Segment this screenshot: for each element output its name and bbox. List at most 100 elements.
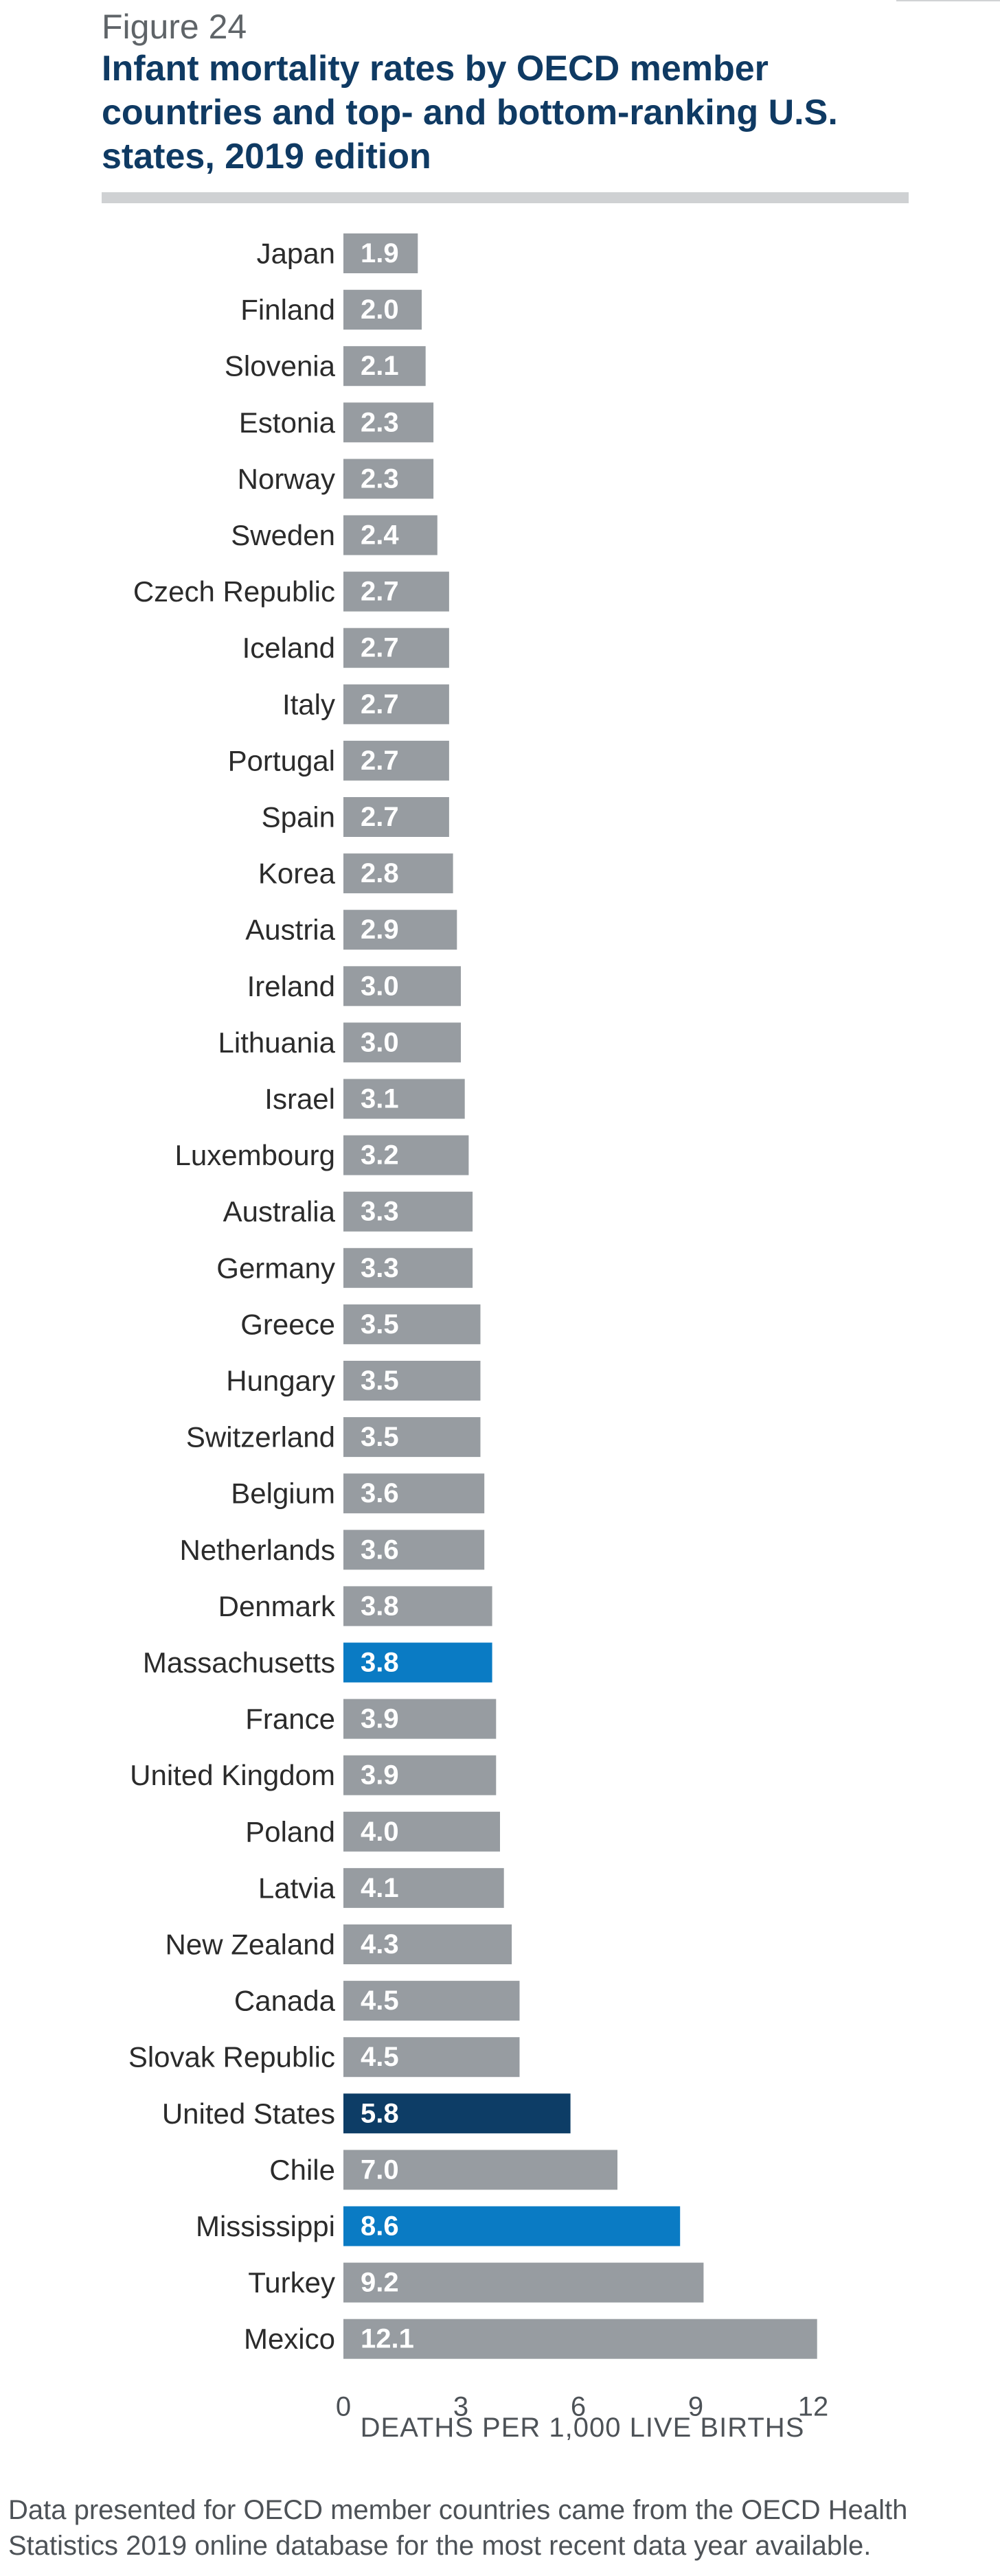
value-label-new-zealand: 4.3: [361, 1929, 399, 1959]
category-label-denmark: Denmark: [218, 1590, 336, 1622]
x-tick-0: 0: [336, 2392, 351, 2422]
bar-australia: [343, 1191, 473, 1232]
value-label-turkey: 9.2: [361, 2268, 399, 2298]
value-label-france: 3.9: [361, 1704, 399, 1734]
bar-denmark: [343, 1586, 492, 1626]
value-label-slovenia: 2.1: [361, 351, 399, 381]
figure-label: Figure 24: [102, 8, 247, 46]
category-label-korea: Korea: [258, 858, 336, 890]
value-label-mexico: 12.1: [361, 2324, 414, 2354]
category-label-france: France: [245, 1703, 335, 1735]
value-label-latvia: 4.1: [361, 1873, 399, 1903]
category-label-mexico: Mexico: [244, 2323, 335, 2355]
title-divider: [102, 192, 909, 203]
bar-massachusetts: [343, 1642, 492, 1683]
x-axis-ticks-layer: 0 3 6 9 12: [336, 2392, 828, 2422]
chart-title: Infant mortality rates by OECD member co…: [102, 49, 838, 176]
bar-poland: [343, 1811, 500, 1852]
value-label-greece: 3.5: [361, 1309, 399, 1339]
bar-chart: Japan Finland Slovenia Estonia Norway Sweden C…: [128, 233, 828, 2443]
value-labels-layer: 1.9 2.0 2.1 2.3 2.3 2.4 2.7 2.7 2.7 2.7 2.7 2.8 2.9 3…: [361, 238, 414, 2354]
bar-lithuania: [343, 1022, 461, 1063]
category-label-hungary: Hungary: [226, 1365, 335, 1397]
bar-belgium: [343, 1473, 485, 1514]
value-label-netherlands: 3.6: [361, 1534, 399, 1565]
value-label-korea: 2.8: [361, 858, 399, 888]
value-label-switzerland: 3.5: [361, 1422, 399, 1452]
category-label-japan: Japan: [257, 238, 335, 270]
value-label-hungary: 3.5: [361, 1366, 399, 1396]
category-labels-layer: Japan Finland Slovenia Estonia Norway Sweden C…: [128, 238, 336, 2356]
value-label-italy: 2.7: [361, 689, 399, 720]
bar-israel: [343, 1079, 465, 1119]
bar-japan: [343, 233, 418, 273]
bar-mexico: [343, 2319, 817, 2359]
value-label-mississippi: 8.6: [361, 2211, 399, 2242]
value-label-luxembourg: 3.2: [361, 1140, 399, 1171]
bar-united-states: [343, 2093, 571, 2134]
category-label-united-kingdom: United Kingdom: [130, 1759, 335, 1791]
x-tick-9: 9: [688, 2392, 703, 2422]
bar-canada: [343, 1981, 520, 2021]
value-label-ireland: 3.0: [361, 971, 399, 1001]
bar-finland: [343, 290, 422, 330]
bar-greece: [343, 1304, 481, 1344]
category-label-slovak-republic: Slovak Republic: [128, 2041, 335, 2073]
bar-germany: [343, 1247, 473, 1288]
category-label-greece: Greece: [240, 1308, 335, 1340]
value-label-united-states: 5.8: [361, 2098, 399, 2128]
category-label-slovenia: Slovenia: [225, 350, 336, 382]
bar-austria: [343, 910, 457, 950]
x-tick-12: 12: [798, 2392, 829, 2422]
bar-slovenia: [343, 346, 426, 387]
value-label-estonia: 2.3: [361, 407, 399, 437]
value-label-israel: 3.1: [361, 1084, 399, 1114]
category-label-germany: Germany: [216, 1252, 335, 1284]
bar-iceland: [343, 628, 449, 668]
bar-mississippi: [343, 2206, 681, 2246]
value-label-norway: 2.3: [361, 463, 399, 494]
bar-norway: [343, 459, 434, 499]
category-label-turkey: Turkey: [248, 2266, 335, 2299]
value-label-austria: 2.9: [361, 915, 399, 945]
value-label-belgium: 3.6: [361, 1478, 399, 1508]
category-label-finland: Finland: [240, 294, 335, 326]
bar-hungary: [343, 1361, 481, 1401]
category-label-estonia: Estonia: [239, 406, 336, 439]
category-label-norway: Norway: [238, 463, 335, 495]
bar-latvia: [343, 1867, 504, 1908]
category-label-luxembourg: Luxembourg: [175, 1139, 335, 1171]
bar-united-kingdom: [343, 1755, 497, 1795]
category-label-spain: Spain: [262, 801, 335, 833]
category-label-iceland: Iceland: [242, 632, 335, 664]
bar-slovak-republic: [343, 2037, 520, 2078]
value-label-iceland: 2.7: [361, 633, 399, 663]
category-label-australia: Australia: [223, 1195, 336, 1228]
category-label-latvia: Latvia: [258, 1872, 336, 1904]
category-label-italy: Italy: [282, 688, 335, 720]
category-label-austria: Austria: [245, 914, 335, 946]
bar-sweden: [343, 515, 438, 555]
value-label-sweden: 2.4: [361, 520, 399, 551]
value-label-finland: 2.0: [361, 295, 399, 325]
value-label-czech-republic: 2.7: [361, 577, 399, 607]
value-label-portugal: 2.7: [361, 746, 399, 776]
bar-chile: [343, 2150, 617, 2190]
category-label-chile: Chile: [269, 2154, 335, 2186]
value-label-united-kingdom: 3.9: [361, 1760, 399, 1791]
category-label-netherlands: Netherlands: [180, 1534, 335, 1566]
bar-netherlands: [343, 1530, 485, 1570]
category-label-new-zealand: New Zealand: [166, 1929, 335, 1961]
value-label-germany: 3.3: [361, 1253, 399, 1283]
value-label-poland: 4.0: [361, 1817, 399, 1847]
category-label-massachusetts: Massachusetts: [143, 1646, 335, 1679]
value-label-lithuania: 3.0: [361, 1027, 399, 1057]
category-label-czech-republic: Czech Republic: [133, 575, 335, 608]
category-label-portugal: Portugal: [228, 744, 335, 777]
value-label-slovak-republic: 4.5: [361, 2042, 399, 2072]
category-label-belgium: Belgium: [231, 1477, 335, 1510]
bar-czech-republic: [343, 571, 449, 612]
x-tick-3: 3: [453, 2392, 468, 2422]
bar-portugal: [343, 740, 449, 781]
category-label-mississippi: Mississippi: [196, 2210, 335, 2242]
